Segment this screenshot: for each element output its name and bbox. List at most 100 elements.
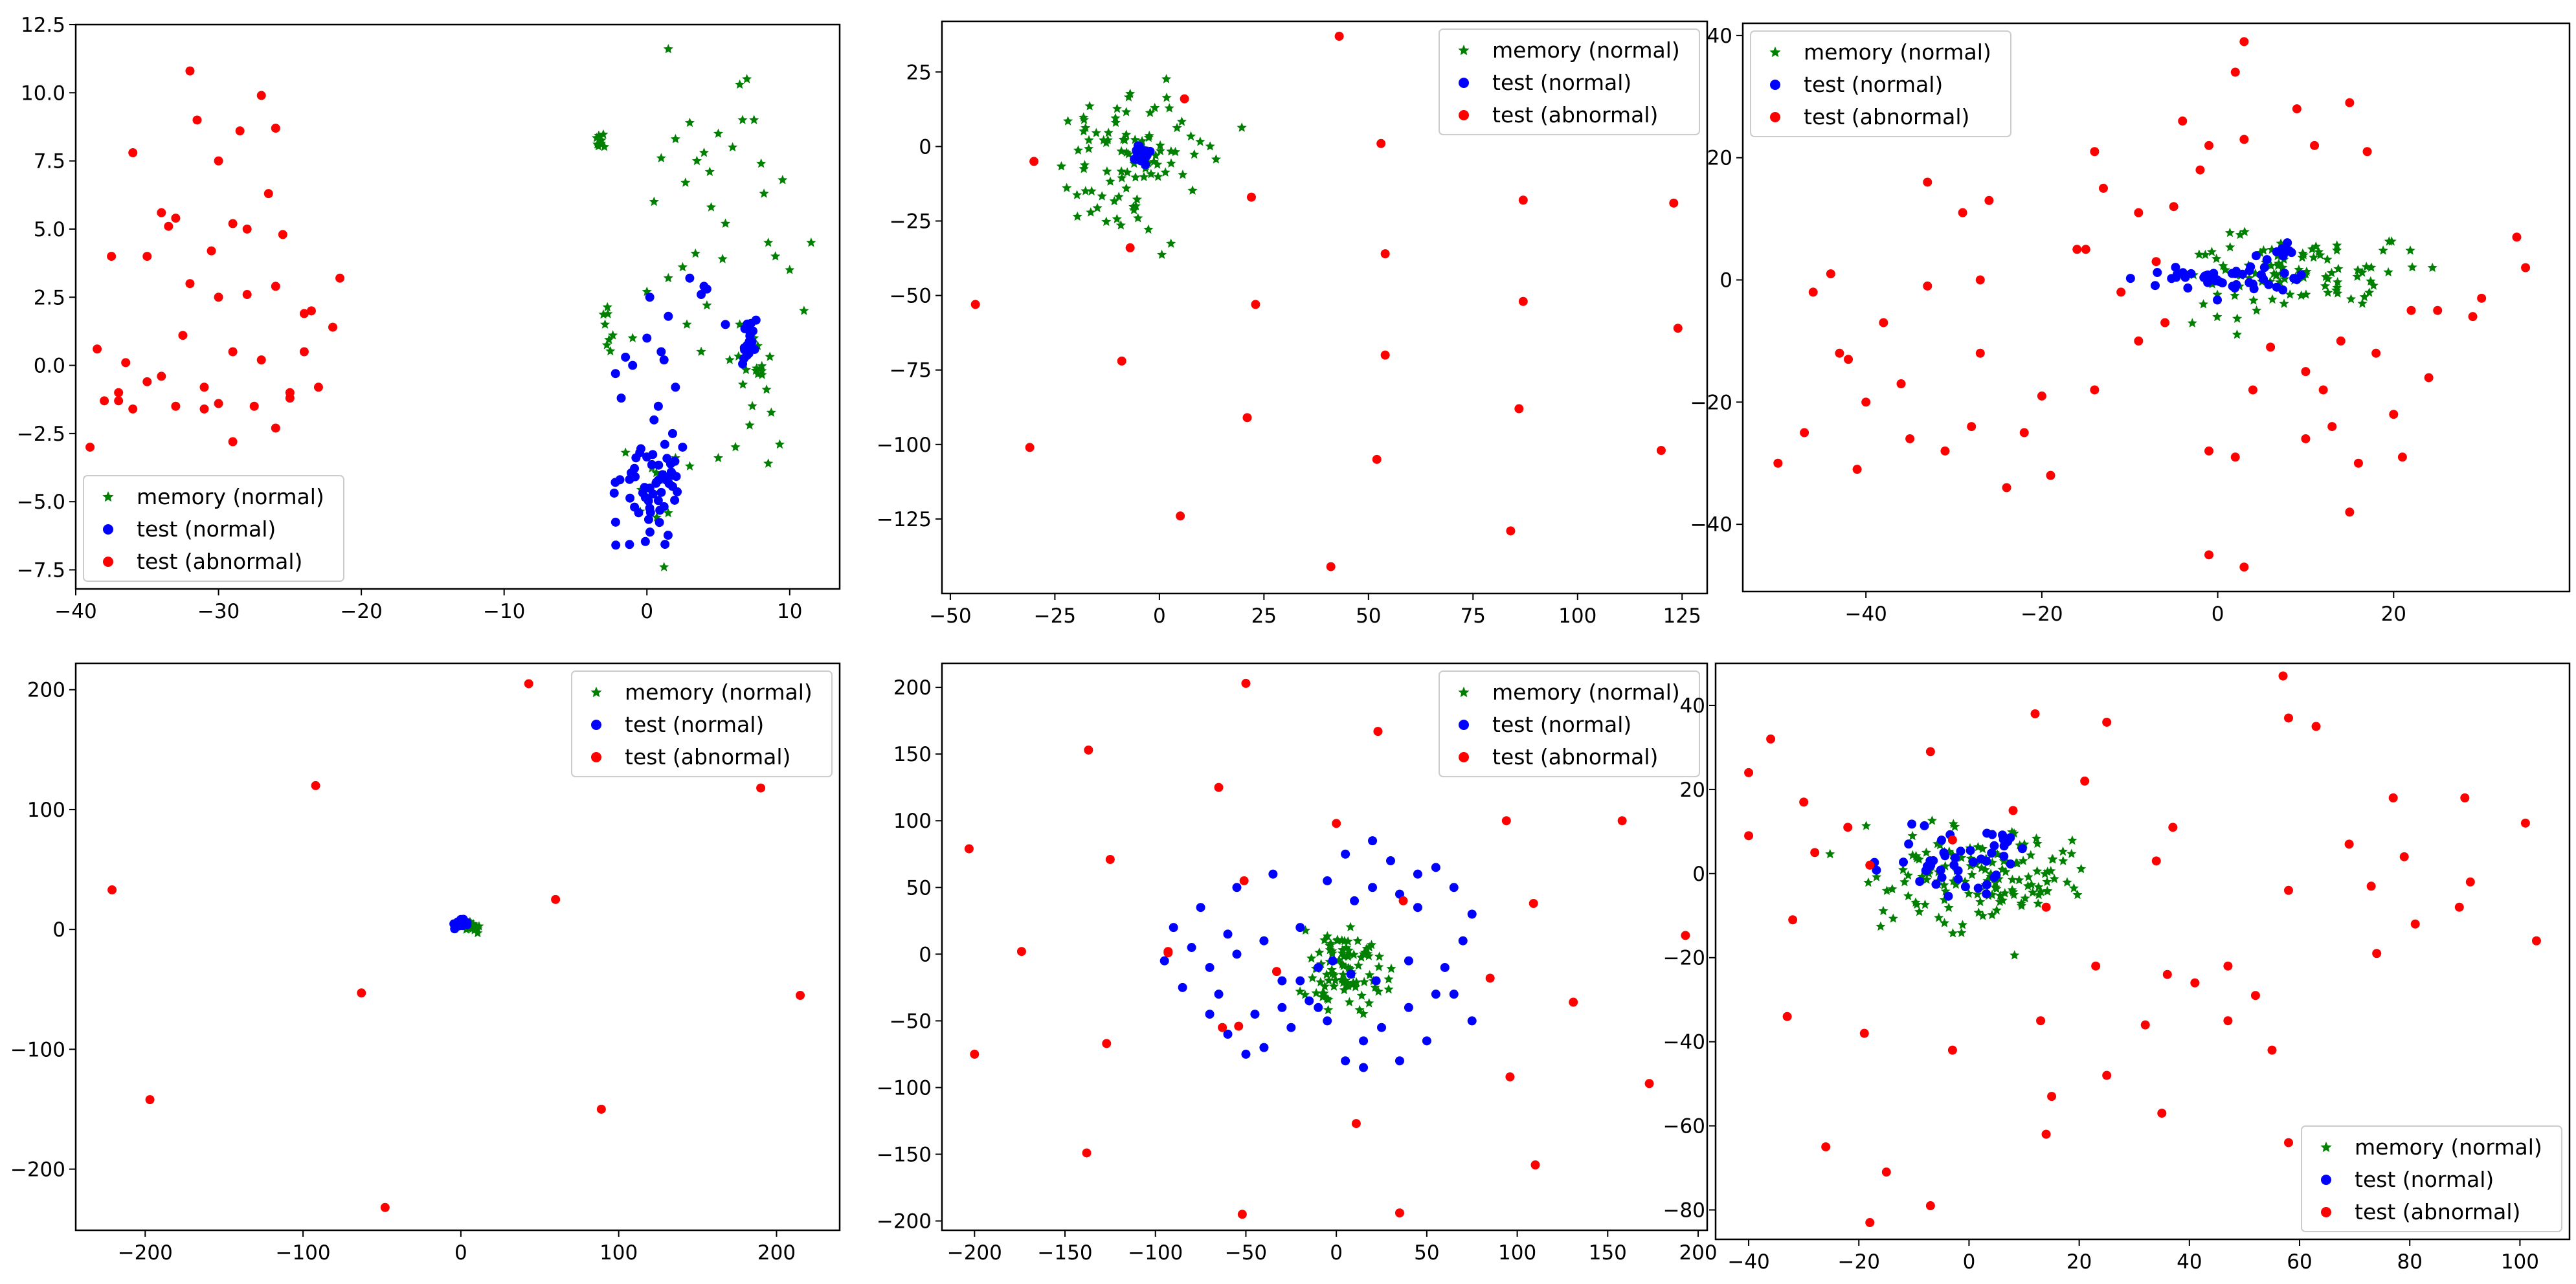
data-point bbox=[1242, 413, 1252, 423]
data-point bbox=[746, 318, 756, 328]
data-point-star bbox=[1881, 885, 1892, 895]
data-point bbox=[2284, 1138, 2294, 1147]
data-point-star bbox=[1366, 940, 1377, 949]
data-point-star bbox=[1187, 185, 1198, 195]
data-point-star bbox=[1914, 907, 1925, 916]
data-point bbox=[630, 502, 640, 512]
legend-star-icon bbox=[590, 687, 602, 698]
data-point-star bbox=[663, 272, 673, 283]
data-point-star bbox=[2378, 245, 2388, 255]
data-point bbox=[1359, 1036, 1369, 1046]
data-point bbox=[1865, 1218, 1875, 1228]
data-point bbox=[2468, 312, 2478, 322]
data-point bbox=[1617, 816, 1627, 826]
data-point-star bbox=[2270, 271, 2281, 280]
x-tick-label: 75 bbox=[1461, 604, 1486, 628]
legend-dot-icon bbox=[1459, 110, 1469, 120]
plot-frame bbox=[941, 662, 1708, 1232]
data-point bbox=[1987, 848, 1997, 858]
data-point-star bbox=[763, 458, 774, 468]
x-tick-label: 100 bbox=[599, 1241, 638, 1265]
data-point bbox=[1800, 428, 1809, 437]
data-point bbox=[1029, 157, 1039, 166]
data-point-star bbox=[2383, 267, 2393, 277]
data-point bbox=[1239, 876, 1249, 885]
data-point bbox=[2278, 671, 2288, 681]
data-point bbox=[1350, 896, 1360, 905]
data-point bbox=[1947, 1045, 1957, 1055]
data-point bbox=[2041, 1129, 2051, 1139]
data-point-star bbox=[2049, 874, 2059, 883]
data-point-star bbox=[1121, 147, 1132, 157]
data-point bbox=[299, 309, 309, 318]
data-point-star bbox=[1343, 936, 1353, 946]
data-point-star bbox=[1056, 161, 1067, 171]
data-point-star bbox=[1132, 194, 1142, 204]
y-tick-label: −50 bbox=[890, 1010, 932, 1033]
data-point bbox=[1821, 1142, 1831, 1152]
data-point bbox=[2520, 818, 2530, 828]
data-point bbox=[2171, 272, 2181, 282]
data-point-star bbox=[1112, 104, 1123, 113]
legend-dot-icon bbox=[1459, 752, 1469, 762]
data-point bbox=[1843, 823, 1853, 832]
data-point-star bbox=[1128, 201, 1139, 212]
data-point-star bbox=[759, 188, 769, 198]
data-point-star bbox=[599, 141, 610, 151]
data-point bbox=[697, 290, 706, 300]
data-point bbox=[655, 518, 664, 527]
series-test-normal bbox=[1870, 819, 2027, 901]
data-point bbox=[1940, 446, 1950, 456]
data-point bbox=[2125, 274, 2135, 283]
legend-label: memory (normal) bbox=[1492, 680, 1680, 705]
data-point bbox=[1904, 839, 1914, 849]
series-test-abnormal bbox=[1773, 37, 2531, 572]
data-point bbox=[1016, 947, 1026, 957]
data-point bbox=[673, 487, 682, 496]
data-point bbox=[2327, 422, 2337, 432]
data-point bbox=[1125, 243, 1135, 252]
data-point bbox=[1458, 936, 1468, 946]
data-point bbox=[1852, 465, 1862, 474]
data-point bbox=[2157, 1109, 2167, 1118]
data-point bbox=[1368, 836, 1378, 846]
data-point-star bbox=[2007, 874, 2017, 884]
data-point-star bbox=[608, 330, 618, 340]
data-point bbox=[631, 472, 640, 482]
data-point bbox=[185, 66, 195, 76]
data-point bbox=[256, 91, 266, 100]
data-point bbox=[2366, 881, 2376, 891]
data-point-star bbox=[2309, 252, 2319, 262]
data-point-star bbox=[1980, 864, 1991, 874]
data-point bbox=[192, 115, 202, 125]
data-point bbox=[1968, 858, 1978, 867]
data-point-star bbox=[1086, 186, 1097, 195]
data-point-star bbox=[1921, 847, 1931, 857]
x-tick-label: 40 bbox=[2177, 1250, 2202, 1274]
x-tick-label: 10 bbox=[777, 600, 802, 623]
legend-box bbox=[1439, 28, 1700, 135]
data-point bbox=[2230, 67, 2240, 77]
data-point-star bbox=[799, 305, 809, 315]
data-point bbox=[721, 320, 730, 329]
x-tick-label: −50 bbox=[929, 604, 971, 628]
data-point bbox=[2251, 251, 2261, 261]
data-point-star bbox=[1116, 146, 1126, 156]
data-point bbox=[654, 460, 664, 470]
y-tick-label: 50 bbox=[906, 876, 932, 900]
data-point bbox=[2195, 165, 2205, 175]
data-point bbox=[642, 333, 652, 343]
data-point-star bbox=[1153, 172, 1163, 181]
data-point-star bbox=[1322, 931, 1332, 941]
data-point bbox=[1931, 880, 1941, 889]
data-point-star bbox=[1364, 998, 1374, 1008]
data-point-star bbox=[2386, 236, 2397, 246]
data-point bbox=[660, 439, 669, 449]
data-point bbox=[2008, 806, 2018, 815]
data-point bbox=[1936, 836, 1946, 845]
data-point-star bbox=[1160, 167, 1170, 177]
data-point-star bbox=[1947, 928, 1958, 938]
data-point bbox=[1237, 1210, 1247, 1219]
data-point bbox=[656, 487, 666, 497]
y-tick-label: 100 bbox=[27, 799, 65, 822]
